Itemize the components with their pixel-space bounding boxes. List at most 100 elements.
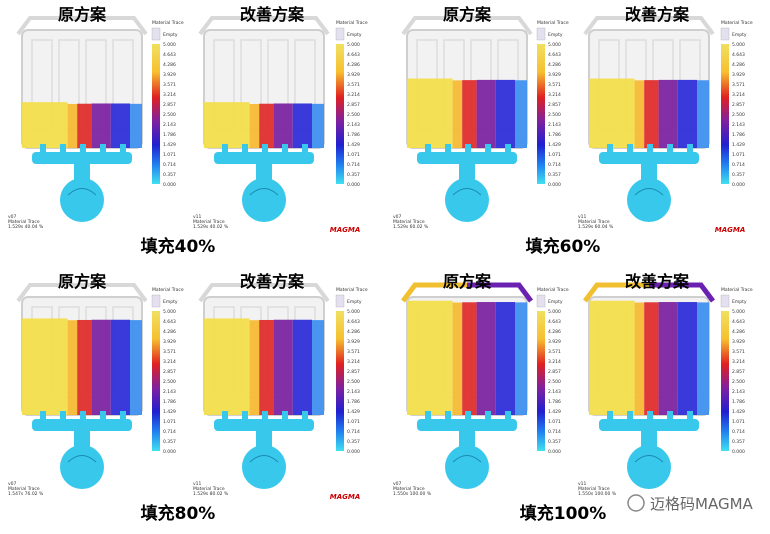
legend-tick-label: 0.000 — [732, 449, 745, 455]
legend-tick-label: 2.500 — [732, 112, 745, 118]
legend-tick-label: 1.429 — [347, 142, 360, 148]
gate — [100, 144, 106, 156]
gate — [282, 411, 288, 423]
legend-tick-label: 5.000 — [163, 309, 176, 315]
legend-tick-label: 5.000 — [347, 309, 360, 315]
biscuit-line — [67, 188, 97, 196]
melt-front — [273, 103, 293, 148]
melt-front — [22, 318, 68, 415]
gate — [262, 144, 268, 156]
sim-info: v11 — [578, 214, 587, 220]
legend-tick-label: 4.643 — [347, 52, 360, 58]
legend-tick-label: 1.071 — [347, 152, 360, 158]
melt-front — [462, 302, 477, 415]
gate — [667, 411, 673, 423]
legend-title: Material Trace — [537, 287, 569, 293]
legend-tick-label: 0.714 — [163, 429, 176, 435]
melt-front — [249, 103, 260, 148]
legend-empty-label: Empty — [732, 32, 747, 38]
legend-tick-label: 1.786 — [163, 399, 176, 405]
legend-tick-label: 4.286 — [548, 329, 561, 335]
legend-tick-label: 5.000 — [548, 42, 561, 48]
melt-front — [77, 103, 92, 148]
gate — [120, 144, 126, 156]
melt-front — [677, 302, 697, 415]
melt-front — [407, 78, 453, 148]
sim-info: Material Trace — [193, 219, 225, 225]
melt-front — [634, 302, 645, 415]
sim-info: v07 — [8, 481, 17, 487]
legend-empty — [335, 294, 345, 308]
melt-front — [67, 320, 78, 415]
legend-tick-label: 5.000 — [732, 309, 745, 315]
legend-tick-label: 2.857 — [548, 369, 561, 375]
sim-info: Material Trace — [393, 219, 425, 225]
scheme-label: 原方案 — [443, 5, 492, 24]
legend-tick-label: 2.500 — [347, 379, 360, 385]
sim-info: Material Trace — [578, 219, 610, 225]
gate — [60, 144, 66, 156]
legend-tick-label: 5.000 — [347, 42, 360, 48]
legend-tick-label: 3.571 — [163, 349, 176, 355]
melt-front — [259, 319, 274, 415]
sprue — [641, 429, 657, 449]
legend-tick-label: 2.143 — [548, 389, 561, 395]
sim-info: v07 — [393, 214, 402, 220]
melt-front — [130, 320, 142, 415]
legend-title: Material Trace — [336, 20, 368, 26]
melt-front — [204, 318, 250, 415]
top-runner — [467, 282, 533, 303]
melt-front — [462, 80, 477, 148]
legend-tick-label: 3.571 — [732, 82, 745, 88]
sim-info: v07 — [8, 214, 17, 220]
legend-tick-label: 2.500 — [163, 379, 176, 385]
gate — [627, 144, 633, 156]
sim-info: Material Trace — [578, 486, 610, 492]
legend-tick-label: 1.786 — [163, 132, 176, 138]
legend-tick-label: 1.071 — [732, 419, 745, 425]
legend-tick-label: 1.786 — [548, 132, 561, 138]
melt-front — [67, 103, 78, 148]
fill-caption: 填充40% — [141, 236, 216, 257]
gate — [222, 144, 228, 156]
legend-tick-label: 3.571 — [548, 349, 561, 355]
legend-tick-label: 4.286 — [732, 62, 745, 68]
runner — [32, 419, 132, 431]
gate — [80, 144, 86, 156]
watermark: 迈格码MAGMA — [650, 495, 754, 513]
gate — [302, 411, 308, 423]
gate — [425, 144, 431, 156]
sim-info: Material Trace — [193, 486, 225, 492]
sim-info: 1.529s 80.02 % — [193, 491, 229, 497]
legend-tick-label: 3.929 — [732, 339, 745, 345]
scheme-label: 原方案 — [58, 5, 107, 24]
panel: Material Trace Empty 5.000 4.643 4.286 3.929 3… — [8, 272, 368, 524]
gate — [100, 411, 106, 423]
fill-caption: 填充60% — [526, 236, 601, 257]
legend-tick-label: 3.929 — [732, 72, 745, 78]
legend-tick-label: 2.500 — [548, 379, 561, 385]
legend-empty — [536, 27, 546, 41]
legend-tick-label: 0.714 — [347, 162, 360, 168]
magma-logo: MAGMA — [715, 226, 746, 234]
legend-tick-label: 0.714 — [163, 162, 176, 168]
melt-front — [91, 103, 111, 148]
gate — [40, 411, 46, 423]
biscuit-line — [249, 455, 279, 463]
melt-front — [658, 79, 678, 148]
melt-front — [644, 80, 659, 148]
sim-info: 1.529s 60.02 % — [393, 224, 429, 230]
casting-top — [198, 283, 330, 303]
melt-front — [677, 79, 697, 148]
legend-tick-label: 3.571 — [347, 82, 360, 88]
color-bar — [721, 44, 729, 184]
legend-tick-label: 4.286 — [163, 62, 176, 68]
legend-empty-label: Empty — [548, 299, 563, 305]
runner — [214, 152, 314, 164]
legend-tick-label: 1.429 — [548, 142, 561, 148]
sprue — [641, 162, 657, 182]
legend-tick-label: 2.857 — [548, 102, 561, 108]
gate — [282, 144, 288, 156]
biscuit — [627, 445, 671, 489]
